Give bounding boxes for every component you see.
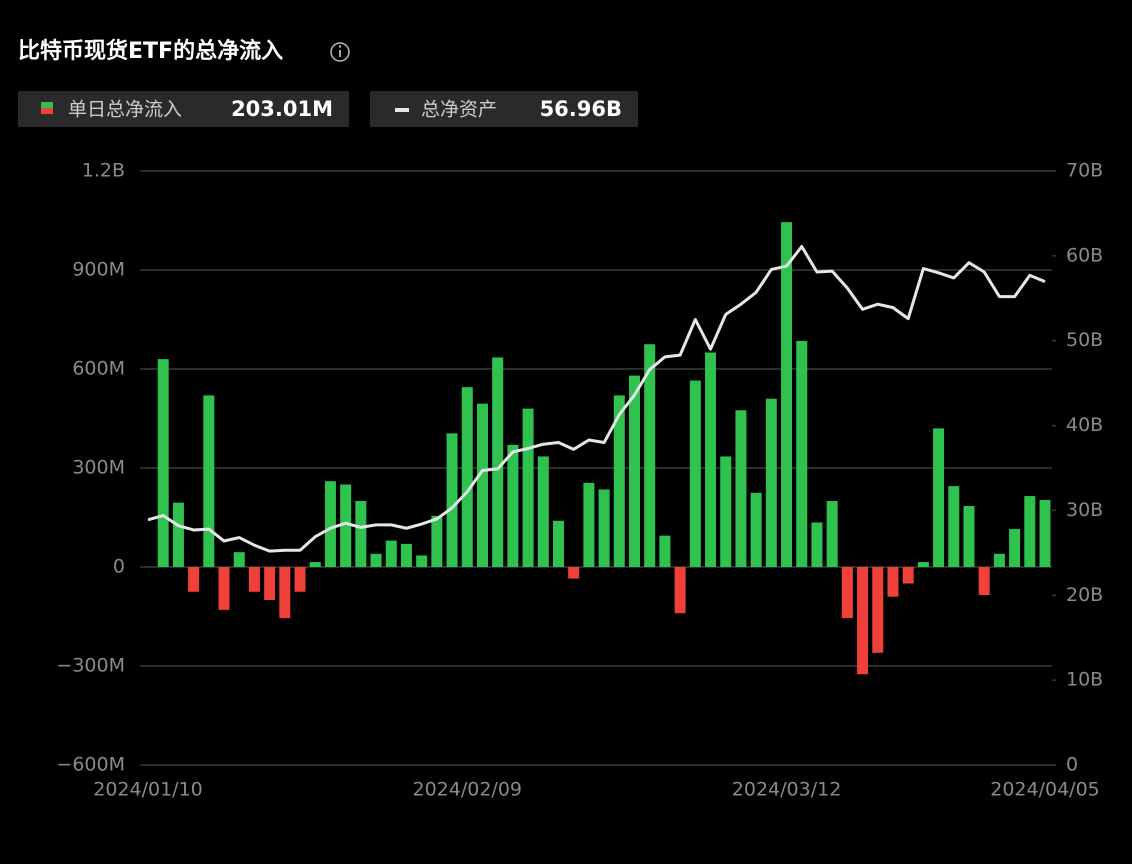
x-tick-label: 2024/04/05 bbox=[990, 779, 1100, 801]
bar bbox=[172, 502, 184, 567]
bar bbox=[1039, 500, 1051, 567]
info-circle bbox=[330, 42, 350, 62]
y-tick-label: −300M bbox=[56, 655, 125, 677]
bar bbox=[461, 387, 473, 567]
bar bbox=[811, 522, 823, 567]
y2-tick-label: 50B bbox=[1066, 329, 1103, 351]
bar bbox=[781, 222, 793, 567]
y-tick-label: 900M bbox=[72, 259, 125, 281]
bar bbox=[188, 567, 200, 592]
legend-box bbox=[370, 91, 638, 127]
bar bbox=[705, 352, 717, 567]
legend-value: 203.01M bbox=[231, 97, 333, 121]
bar bbox=[507, 444, 519, 567]
y2-tick-label: 70B bbox=[1066, 160, 1103, 182]
bar bbox=[340, 484, 352, 567]
bar bbox=[948, 486, 960, 567]
bar bbox=[629, 375, 641, 567]
bar bbox=[476, 403, 488, 567]
bar bbox=[735, 410, 747, 567]
bar bbox=[309, 562, 321, 567]
bar bbox=[400, 543, 412, 567]
bar bbox=[385, 540, 397, 567]
bar bbox=[689, 380, 701, 567]
bar bbox=[157, 359, 169, 567]
bar bbox=[370, 553, 382, 567]
legend-icon-down bbox=[41, 108, 53, 114]
y-tick-label: 300M bbox=[72, 457, 125, 479]
line bbox=[147, 245, 1046, 553]
bar bbox=[583, 482, 595, 567]
bar bbox=[644, 344, 656, 567]
bar bbox=[933, 428, 945, 567]
bar bbox=[552, 520, 564, 567]
y-tick-label: 0 bbox=[113, 556, 125, 578]
bar bbox=[674, 567, 686, 614]
bar bbox=[264, 567, 276, 600]
bar bbox=[872, 567, 884, 653]
bar bbox=[750, 492, 762, 567]
y2-tick-label: 0 bbox=[1066, 754, 1078, 776]
legend-value: 56.96B bbox=[540, 97, 622, 121]
bar bbox=[279, 567, 291, 619]
bar bbox=[1024, 496, 1036, 567]
bar bbox=[492, 357, 504, 567]
bar bbox=[720, 456, 732, 567]
y-tick-label: 600M bbox=[72, 358, 125, 380]
bar bbox=[598, 489, 610, 567]
bar bbox=[993, 553, 1005, 567]
bar bbox=[841, 567, 853, 619]
y2-tick-label: 40B bbox=[1066, 414, 1103, 436]
bar bbox=[431, 515, 443, 567]
bar bbox=[857, 567, 869, 675]
y2-tick-label: 10B bbox=[1066, 669, 1103, 691]
bar bbox=[537, 456, 549, 567]
y-tick-label: 1.2B bbox=[82, 160, 125, 182]
legend-label: 单日总净流入 bbox=[68, 99, 182, 121]
bar bbox=[568, 567, 580, 579]
y2-tick-label: 20B bbox=[1066, 584, 1103, 606]
legend-icon-line bbox=[395, 108, 409, 112]
legend-label: 总净资产 bbox=[421, 99, 497, 121]
bar bbox=[659, 535, 671, 567]
bar bbox=[1009, 529, 1021, 567]
bar bbox=[826, 501, 838, 567]
bar bbox=[963, 505, 975, 567]
bar bbox=[233, 552, 245, 567]
y-tick-label: −600M bbox=[56, 754, 125, 776]
bar bbox=[796, 340, 808, 567]
bar bbox=[917, 562, 929, 567]
bar bbox=[294, 567, 306, 592]
y2-tick-label: 60B bbox=[1066, 244, 1103, 266]
bar bbox=[355, 501, 367, 567]
bar bbox=[887, 567, 899, 597]
bar bbox=[203, 395, 215, 567]
bar bbox=[902, 567, 914, 584]
bar bbox=[218, 567, 230, 610]
x-tick-label: 2024/01/10 bbox=[93, 779, 203, 801]
bar bbox=[978, 567, 990, 596]
legend-icon-up bbox=[41, 102, 53, 108]
bar bbox=[446, 433, 458, 567]
bar bbox=[765, 398, 777, 567]
bar bbox=[613, 395, 625, 567]
chart-title: 比特币现货ETF的总净流入 bbox=[18, 38, 283, 64]
x-tick-label: 2024/03/12 bbox=[732, 779, 842, 801]
bar bbox=[324, 481, 336, 567]
bar bbox=[416, 555, 428, 567]
x-tick-label: 2024/02/09 bbox=[413, 779, 523, 801]
info-dot bbox=[338, 45, 342, 48]
bar bbox=[248, 567, 260, 592]
bar bbox=[522, 408, 534, 567]
y2-tick-label: 30B bbox=[1066, 499, 1103, 521]
legend-box bbox=[18, 91, 349, 127]
info-icon[interactable] bbox=[330, 42, 350, 62]
